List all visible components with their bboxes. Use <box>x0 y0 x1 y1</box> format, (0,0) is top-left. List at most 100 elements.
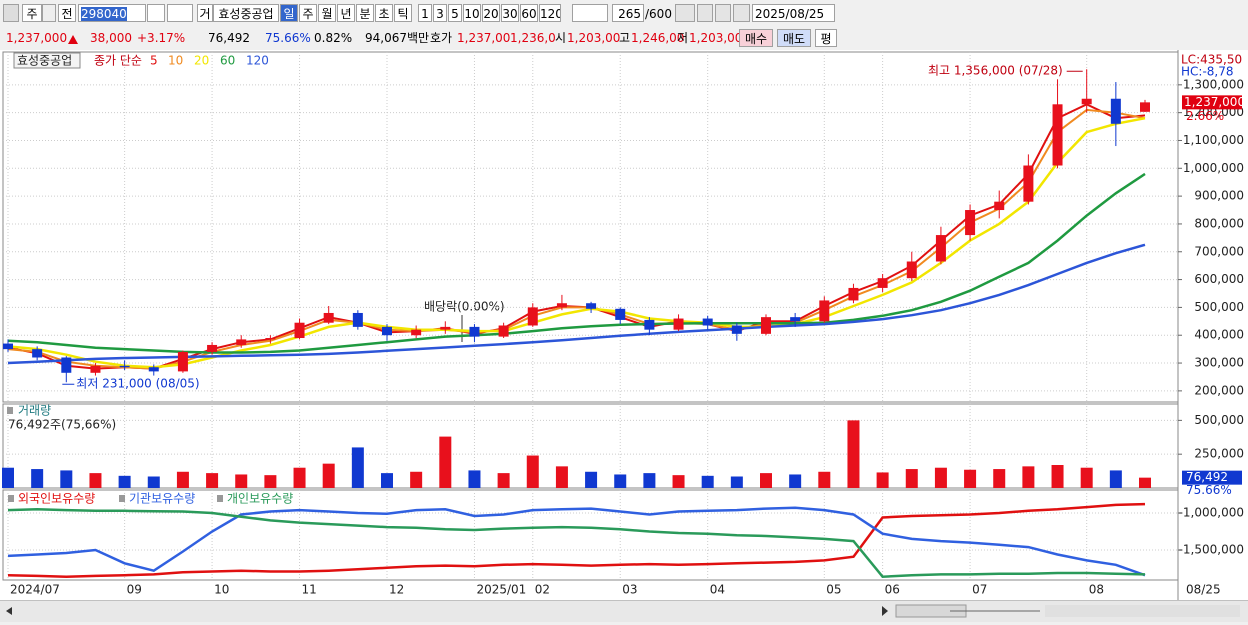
bid: 1,236,0 <box>510 31 556 45</box>
search-button[interactable] <box>147 4 165 22</box>
x-tick-label: 06 <box>885 583 900 597</box>
volume-bar <box>672 475 685 488</box>
legend-marker <box>119 495 125 502</box>
volume-tag-bg <box>1182 470 1242 485</box>
volume-bar <box>993 469 1006 488</box>
scroll-right[interactable] <box>882 606 888 616</box>
x-tick-label: 11 <box>302 583 317 597</box>
tool-button[interactable] <box>715 4 731 22</box>
candle-body <box>556 303 567 308</box>
date-input[interactable]: 2025/08/25 <box>752 4 835 22</box>
toolbar-button[interactable]: 년 <box>337 4 355 22</box>
y-tick-label: 900,000 <box>1194 189 1244 203</box>
candle-body <box>1052 104 1063 166</box>
legend-item: 기관보유수량 <box>129 492 195 506</box>
toolbar-button[interactable]: 일 <box>280 4 298 22</box>
high-label: 고 <box>619 31 631 45</box>
y-tick-label: 250,000 <box>1194 447 1244 461</box>
candle-body <box>294 322 305 339</box>
candle-body <box>236 339 247 345</box>
toolbar-button[interactable]: 1 <box>418 4 432 22</box>
volume-bar <box>206 473 219 488</box>
volume-bar <box>264 475 277 488</box>
volume-bar <box>526 455 539 488</box>
volume-bar <box>585 471 598 488</box>
y-tick-label: 1,100,000 <box>1183 133 1244 147</box>
toolbar-button[interactable]: 분 <box>356 4 374 22</box>
sound-button[interactable] <box>167 4 193 22</box>
tool-button[interactable] <box>697 4 713 22</box>
volume-bar <box>964 469 977 488</box>
candle-body <box>323 312 334 323</box>
count-max: /600 <box>645 7 672 21</box>
stock-name[interactable]: 효성중공업 <box>213 4 279 22</box>
volume-bar <box>934 467 947 488</box>
toolbar-button[interactable]: 주 <box>299 4 317 22</box>
dropdown[interactable] <box>42 4 56 22</box>
open: 1,203,00 <box>567 31 621 45</box>
legend-name: 효성중공업 <box>17 54 72 68</box>
volume-bar <box>1022 466 1035 488</box>
candle-body <box>848 287 859 301</box>
legend-item: 20 <box>194 54 209 68</box>
scrollbar[interactable] <box>0 600 1248 622</box>
toolbar-button[interactable]: 10 <box>463 4 481 22</box>
open-label: 시 <box>555 31 567 45</box>
menu-icon[interactable] <box>3 4 19 22</box>
avg-button[interactable]: 평 <box>815 29 837 47</box>
x-tick-label: 2024/07 <box>10 583 60 597</box>
toolbar-button[interactable]: 30 <box>501 4 519 22</box>
candle-body <box>177 351 188 372</box>
settings-button[interactable] <box>733 4 750 22</box>
market[interactable]: 주 <box>22 4 42 22</box>
lc-label: LC:435,50 <box>1181 53 1242 67</box>
volume-bar <box>847 420 860 488</box>
toolbar-button[interactable]: 20 <box>482 4 500 22</box>
scroll-left[interactable] <box>6 607 12 615</box>
toolbar-button[interactable]: 5 <box>448 4 462 22</box>
candle-body <box>586 303 597 309</box>
toolbar-button[interactable]: 120 <box>539 4 561 22</box>
volume-bar <box>235 474 248 488</box>
candle-body <box>148 367 159 372</box>
candle-body <box>207 344 218 352</box>
toolbar-button[interactable]: 60 <box>520 4 538 22</box>
candle-body <box>265 338 276 340</box>
count-input[interactable]: 265 <box>612 4 644 22</box>
holding-line <box>7 508 1146 578</box>
toolbar-button[interactable]: 틱 <box>394 4 412 22</box>
volume: 76,492 <box>208 31 250 45</box>
dropdown[interactable] <box>572 4 608 22</box>
x-tick-label: 05 <box>826 583 841 597</box>
volume-tag: 76,492 <box>1186 470 1228 484</box>
mode[interactable]: 전 <box>58 4 76 22</box>
annotation: 최저 231,000 (08/05) <box>76 377 199 391</box>
toolbar-button[interactable]: 초 <box>375 4 393 22</box>
volume-bar <box>760 473 772 488</box>
legend-item: 120 <box>246 54 269 68</box>
x-tick-label: 12 <box>389 583 404 597</box>
candle-body <box>498 325 509 337</box>
volume-bar <box>555 466 568 488</box>
volume-bar <box>118 475 131 488</box>
tool-icons[interactable] <box>1045 605 1240 617</box>
trade-button[interactable]: 거 <box>197 4 213 22</box>
toolbar-button[interactable]: 3 <box>433 4 447 22</box>
volume-bar <box>322 463 335 488</box>
buy-button[interactable]: 매수 <box>739 29 773 47</box>
ma-line <box>7 116 1146 369</box>
tool-button[interactable] <box>675 4 695 22</box>
candle-body <box>440 326 451 330</box>
volume-bar <box>89 473 102 488</box>
candle-body <box>411 329 422 336</box>
candle-body <box>1110 98 1121 124</box>
sell-button[interactable]: 매도 <box>777 29 811 47</box>
annotation: 최고 1,356,000 (07/28) <box>928 64 1063 78</box>
legend-marker <box>8 495 14 502</box>
ma-line <box>7 172 1146 354</box>
code-input[interactable]: 298040 <box>78 4 146 22</box>
toolbar-button[interactable]: 월 <box>318 4 336 22</box>
candle-body <box>469 326 480 337</box>
candle-body <box>819 300 830 322</box>
